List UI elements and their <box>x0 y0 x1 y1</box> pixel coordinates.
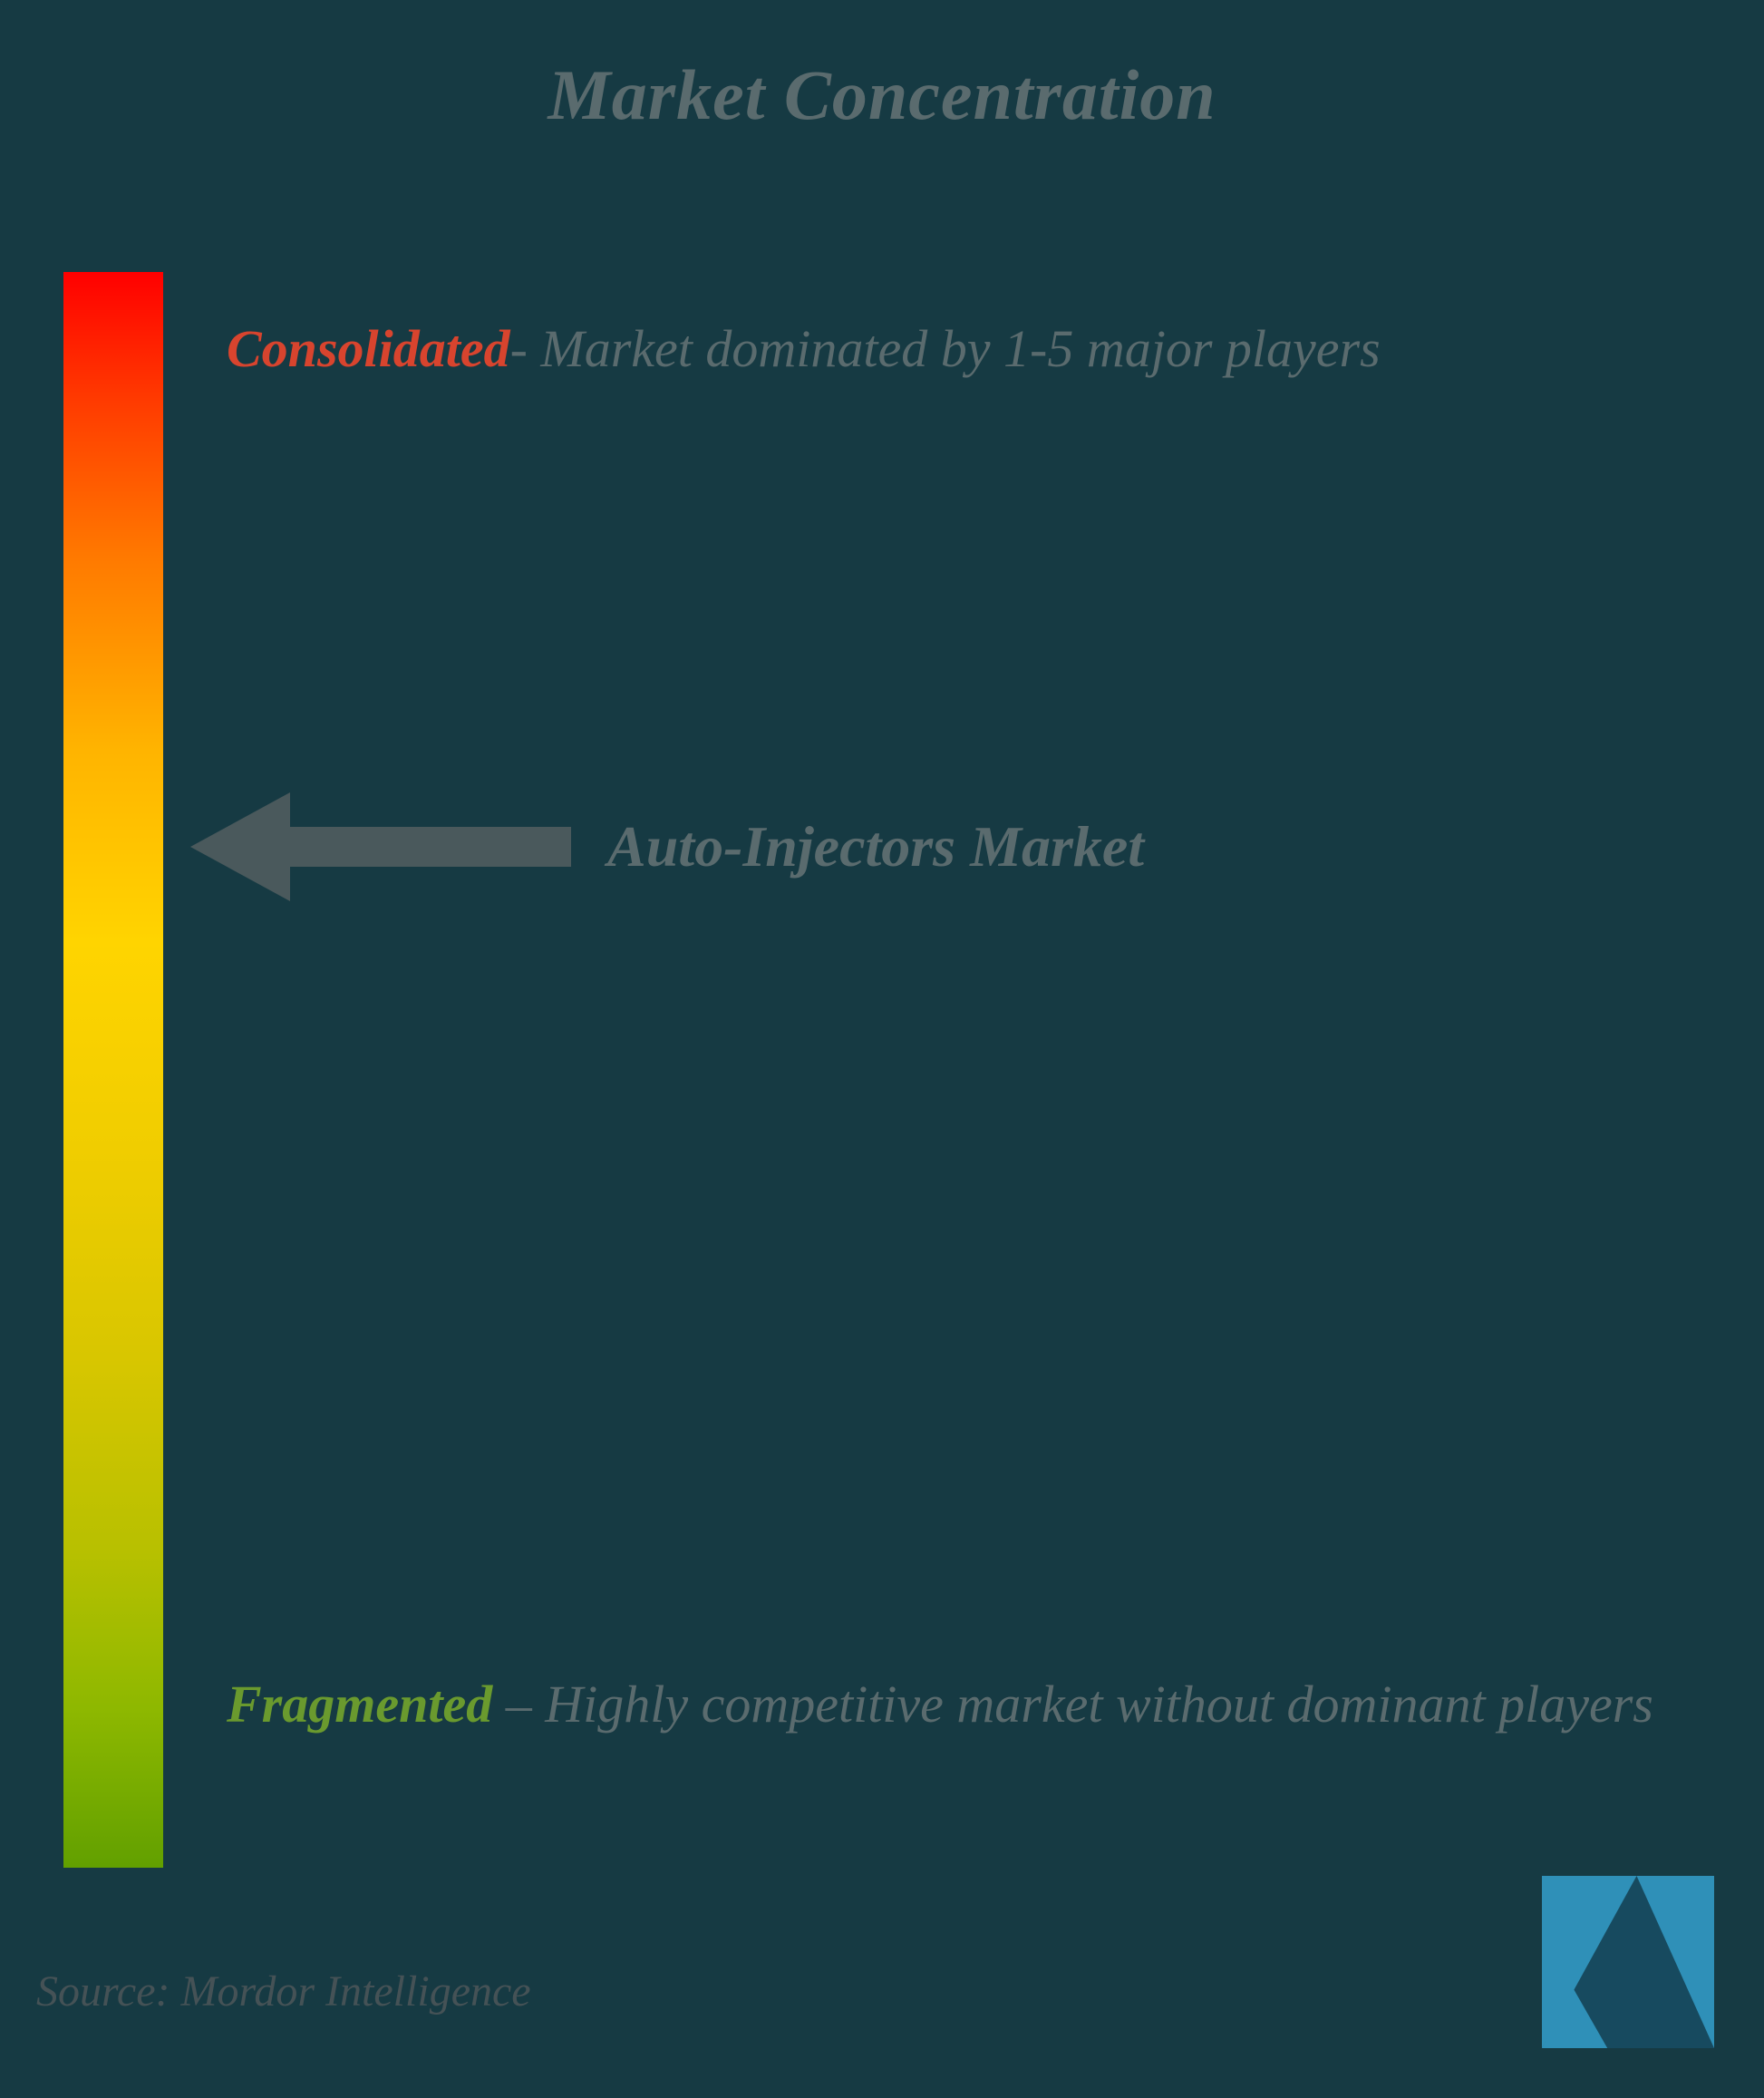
fragmented-term: Fragmented <box>227 1675 492 1734</box>
fragmented-label: Fragmented – Highly competitive market w… <box>227 1655 1653 1754</box>
market-name-label: Auto-Injectors Market <box>607 813 1144 880</box>
concentration-gradient-bar <box>63 272 163 1868</box>
source-attribution: Source: Mordor Intelligence <box>36 1967 531 2016</box>
brand-logo-icon <box>1542 1876 1714 2048</box>
arrow-left-icon <box>190 792 571 901</box>
consolidated-description: - Market dominated by 1-5 major players <box>510 319 1381 378</box>
consolidated-term: Consolidated <box>227 319 510 378</box>
market-position-marker: Auto-Injectors Market <box>190 792 1144 901</box>
consolidated-label: Consolidated- Market dominated by 1-5 ma… <box>227 299 1381 399</box>
chart-title: Market Concentration <box>0 54 1764 136</box>
fragmented-description: – Highly competitive market without domi… <box>492 1675 1653 1734</box>
